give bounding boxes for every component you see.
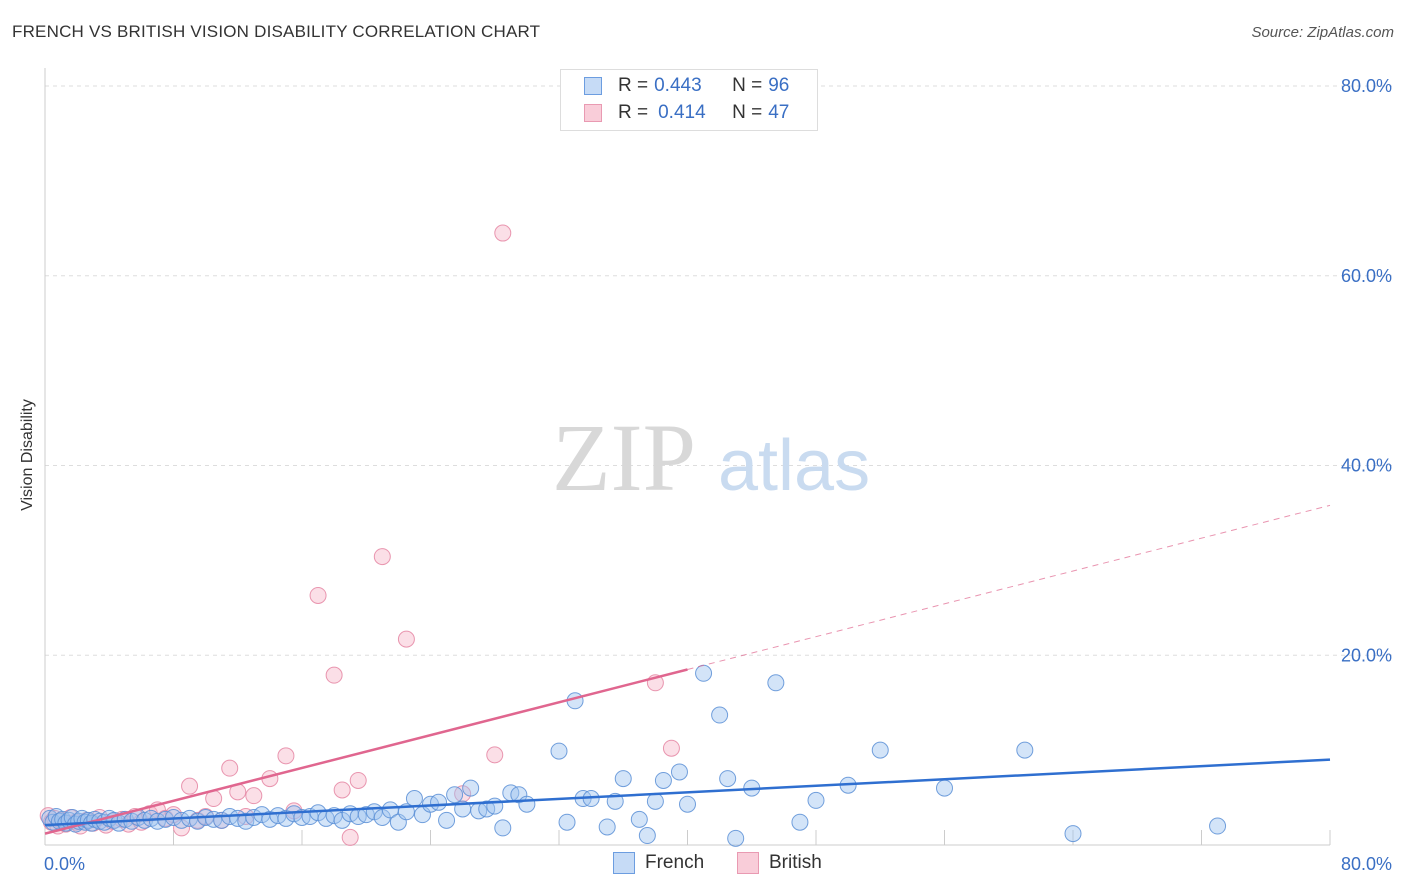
stats-row-french: R = 0.443 N = 96 bbox=[584, 74, 789, 98]
british-point-39 bbox=[349, 771, 367, 789]
legend-french-label: French bbox=[645, 852, 705, 873]
french-point-71 bbox=[518, 795, 536, 813]
grid-layer bbox=[45, 85, 1392, 656]
french-point-89 bbox=[727, 829, 745, 847]
british-point-41 bbox=[397, 630, 415, 648]
y-tick-label-0: 20.0% bbox=[1341, 645, 1392, 665]
british-point-45 bbox=[662, 739, 680, 757]
french-trend-line bbox=[44, 758, 1331, 827]
french-point-64 bbox=[462, 779, 480, 797]
french-point-62 bbox=[446, 786, 464, 804]
british-swatch bbox=[584, 104, 602, 122]
french-point-77 bbox=[598, 818, 616, 836]
legend-item-french: French bbox=[613, 852, 704, 874]
legend-french-swatch bbox=[613, 852, 635, 874]
british-point-33 bbox=[277, 747, 295, 765]
french-point-82 bbox=[646, 792, 664, 810]
french-n-value: 96 bbox=[768, 75, 790, 96]
french-point-81 bbox=[638, 827, 656, 845]
british-point-36 bbox=[325, 666, 343, 684]
french-point-86 bbox=[695, 664, 713, 682]
british-point-23 bbox=[181, 777, 199, 795]
french-point-73 bbox=[558, 813, 576, 831]
british-point-43 bbox=[486, 746, 504, 764]
french-point-87 bbox=[711, 706, 729, 724]
french-point-80 bbox=[630, 810, 648, 828]
watermark-zip: ZIP bbox=[552, 404, 696, 511]
french-n-label: N = bbox=[732, 75, 763, 96]
french-point-79 bbox=[614, 770, 632, 788]
french-point-67 bbox=[486, 797, 504, 815]
source-label: Source: ZipAtlas.com bbox=[1251, 24, 1394, 41]
stats-legend bbox=[560, 69, 818, 131]
british-point-31 bbox=[245, 787, 263, 805]
british-point-38 bbox=[341, 828, 359, 846]
french-point-36 bbox=[237, 812, 255, 830]
french-point-96 bbox=[936, 779, 953, 797]
british-point-44 bbox=[494, 224, 512, 242]
french-point-97 bbox=[1016, 741, 1034, 759]
french-point-57 bbox=[405, 790, 423, 808]
french-point-88 bbox=[719, 770, 737, 788]
legend-british-swatch bbox=[737, 852, 759, 874]
french-point-72 bbox=[550, 742, 568, 760]
x-tick-label-0: 0.0% bbox=[44, 854, 85, 874]
british-point-35 bbox=[309, 586, 327, 604]
british-n-value: 47 bbox=[768, 102, 790, 123]
french-point-61 bbox=[438, 811, 456, 829]
british-trend-extension bbox=[687, 504, 1331, 670]
french-swatch bbox=[584, 77, 602, 95]
bottom-legend: French British bbox=[0, 852, 1406, 878]
french-point-84 bbox=[670, 763, 688, 781]
chart-title: FRENCH VS BRITISH VISION DISABILITY CORR… bbox=[12, 22, 541, 41]
french-point-91 bbox=[767, 674, 785, 692]
british-n-label: N = bbox=[732, 102, 763, 123]
trend-layer bbox=[44, 504, 1331, 835]
y-tick-label-2: 60.0% bbox=[1341, 266, 1392, 286]
tick-layer: 20.0% 40.0% 60.0% 80.0% 0.0% 80.0% bbox=[44, 76, 1392, 874]
french-point-68 bbox=[494, 819, 512, 837]
british-r-value: 0.414 bbox=[658, 102, 706, 123]
french-point-98 bbox=[1064, 825, 1082, 843]
x-tick-label-1: 80.0% bbox=[1341, 854, 1392, 874]
stats-row-british: R = 0.414 N = 47 bbox=[584, 101, 789, 125]
french-r-label: R = bbox=[618, 75, 649, 96]
french-point-83 bbox=[654, 771, 672, 789]
watermark-atlas: atlas bbox=[718, 426, 870, 506]
french-point-99 bbox=[1209, 817, 1227, 835]
french-r-value: 0.443 bbox=[654, 75, 702, 96]
british-trend-line bbox=[44, 668, 688, 835]
y-tick-label-1: 40.0% bbox=[1341, 456, 1392, 476]
british-point-37 bbox=[333, 781, 351, 799]
french-point-85 bbox=[679, 795, 696, 813]
legend-item-british: British bbox=[737, 852, 822, 874]
french-point-95 bbox=[871, 741, 889, 759]
legend-british-label: British bbox=[769, 852, 822, 873]
british-r-label: R = bbox=[618, 102, 649, 123]
french-point-93 bbox=[807, 791, 825, 809]
french-points bbox=[41, 664, 1227, 847]
axis-layer bbox=[44, 68, 1331, 846]
british-point-28 bbox=[221, 759, 239, 777]
british-point-40 bbox=[373, 548, 391, 566]
french-point-92 bbox=[791, 813, 809, 831]
french-point-60 bbox=[430, 793, 448, 811]
y-tick-label-3: 80.0% bbox=[1341, 76, 1392, 96]
